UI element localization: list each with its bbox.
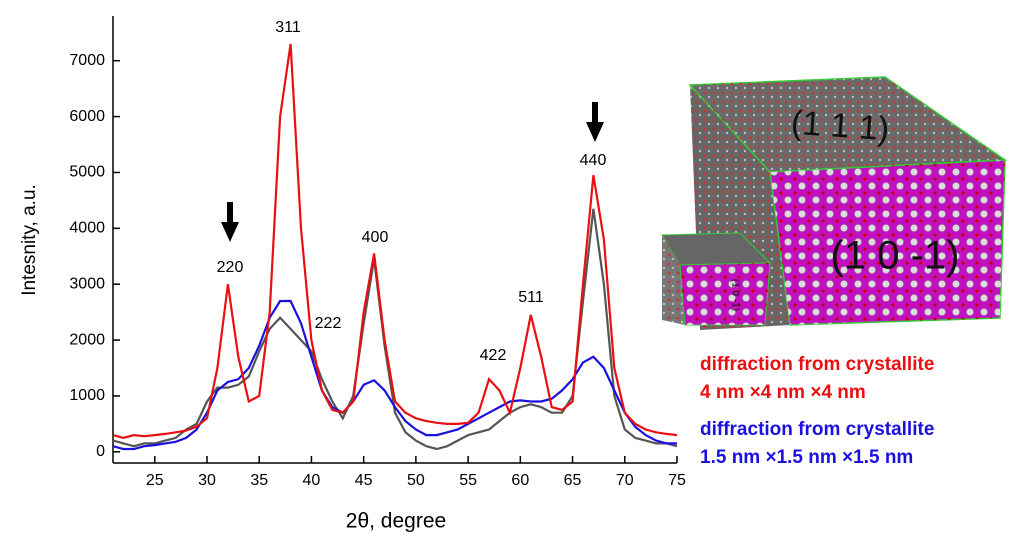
arrow [221, 222, 239, 242]
arrows [221, 102, 604, 242]
peak-label: 511 [518, 289, 544, 306]
chart: (1 1 1) (1 0 -1) (1 0 -1) 2θ, degree Int… [0, 0, 1022, 536]
small-front-dots [680, 263, 770, 325]
x-tick-label: 75 [668, 472, 686, 489]
peak-label: 220 [217, 259, 244, 276]
legend-size: 4 nm ×4 nm ×4 nm [700, 382, 866, 403]
small-front-label: (1 0 -1) [729, 279, 740, 311]
peak-label: 422 [480, 347, 507, 364]
peak-label: 400 [362, 229, 389, 246]
peak-label: 440 [580, 152, 607, 169]
large-front-label: (1 0 -1) [831, 234, 960, 278]
y-tick-label: 6000 [69, 108, 105, 125]
x-tick-label: 30 [198, 472, 216, 489]
legend-label: diffraction from crystallite [700, 354, 934, 375]
x-tick-label: 50 [407, 472, 425, 489]
y-tick-label: 5000 [69, 164, 105, 181]
y-tick-label: 2000 [69, 331, 105, 348]
y-tick-label: 3000 [69, 275, 105, 292]
peak-label: 222 [315, 315, 342, 332]
x-tick-label: 40 [303, 472, 321, 489]
arrow [227, 202, 233, 224]
arrow [586, 122, 604, 142]
y-tick-label: 0 [96, 443, 105, 460]
y-tick-label: 1000 [69, 387, 105, 404]
x-tick-label: 70 [616, 472, 634, 489]
crystal-illustration: (1 1 1) (1 0 -1) (1 0 -1) [662, 77, 1005, 330]
x-tick-label: 65 [564, 472, 582, 489]
x-tick-label: 55 [459, 472, 477, 489]
x-tick-label: 45 [355, 472, 373, 489]
x-axis-label: 2θ, degree [346, 510, 446, 533]
peak-label: 311 [275, 19, 301, 36]
series-line [113, 209, 677, 449]
x-tick-label: 35 [250, 472, 268, 489]
arrow [592, 102, 598, 124]
legend-label: diffraction from crystallite [700, 419, 934, 440]
y-axis-label: Intesnity, a.u. [19, 184, 40, 296]
x-tick-label: 25 [146, 472, 164, 489]
y-tick-label: 4000 [69, 220, 105, 237]
large-top-label: (1 1 1) [790, 104, 891, 149]
legend-size: 1.5 nm ×1.5 nm ×1.5 nm [700, 447, 913, 468]
x-tick-label: 60 [511, 472, 529, 489]
y-tick-label: 7000 [69, 52, 105, 69]
